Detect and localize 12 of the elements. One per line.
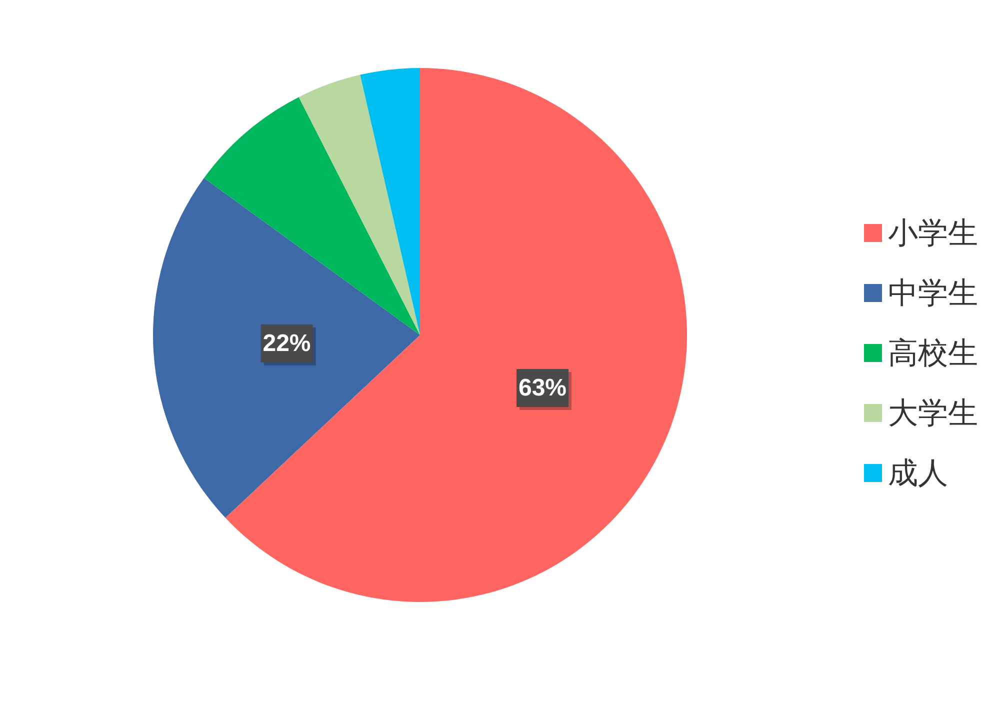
data-label: 63% — [518, 374, 567, 402]
legend-label: 小学生 — [888, 214, 978, 252]
legend-label: 大学生 — [888, 394, 978, 432]
pie-slice — [225, 68, 687, 602]
pie-slice — [204, 97, 420, 335]
legend-label: 成人 — [888, 454, 948, 492]
pie-slice — [298, 74, 420, 335]
pie-slice — [360, 68, 420, 335]
legend-label: 高校生 — [888, 334, 978, 372]
pie-slice — [153, 178, 420, 518]
data-label: 22% — [262, 330, 311, 357]
legend-label: 中学生 — [888, 274, 978, 312]
